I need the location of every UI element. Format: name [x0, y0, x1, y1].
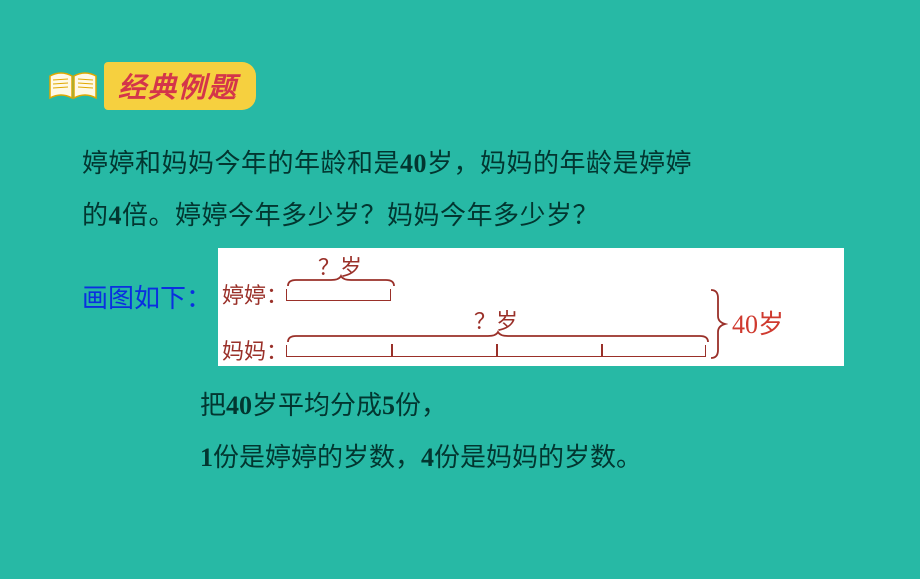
value-sum-age: 40	[400, 149, 427, 178]
text-fragment: 岁平均分成	[252, 391, 382, 420]
tape-diagram: 婷婷： ？岁 妈妈： ？岁 40岁	[218, 248, 844, 366]
diagram-total-label: 40岁	[732, 304, 784, 341]
value-multiple: 4	[109, 201, 123, 230]
text-fragment: 的	[82, 201, 109, 230]
problem-line1: 婷婷和妈妈今年的年龄和是40岁，妈妈的年龄是婷婷	[82, 149, 692, 178]
value-mama-parts: 4	[421, 443, 434, 472]
value-total: 40	[226, 391, 252, 420]
problem-statement: 婷婷和妈妈今年的年龄和是40岁，妈妈的年龄是婷婷 的4倍。婷婷今年多少岁？妈妈今…	[82, 138, 840, 242]
text-fragment: 倍。婷婷今年多少岁？妈妈今年多少岁？	[122, 201, 599, 230]
section-title-badge: 经典例题	[104, 62, 256, 110]
text-fragment: 婷婷和妈妈今年的年龄和是	[82, 149, 400, 178]
diagram-bar-mama	[286, 345, 706, 357]
text-fragment: 份是妈妈的岁数。	[434, 443, 642, 472]
problem-line2: 的4倍。婷婷今年多少岁？妈妈今年多少岁？	[82, 201, 599, 230]
text-fragment: 岁，妈妈的年龄是婷婷	[427, 149, 692, 178]
value-tingting-parts: 1	[200, 443, 213, 472]
diagram-person2-label: 妈妈：	[222, 334, 288, 366]
text-fragment: 份是婷婷的岁数，	[213, 443, 421, 472]
explanation-text: 把40岁平均分成5份， 1份是婷婷的岁数，4份是妈妈的岁数。	[200, 380, 920, 484]
value-parts: 5	[382, 391, 395, 420]
open-book-icon	[48, 70, 98, 102]
draw-label: 画图如下：	[82, 278, 212, 315]
explain-line2: 1份是婷婷的岁数，4份是妈妈的岁数。	[200, 443, 642, 472]
explain-line1: 把40岁平均分成5份，	[200, 391, 447, 420]
text-fragment: 把	[200, 391, 226, 420]
text-fragment: 份，	[395, 391, 447, 420]
diagram-bar-tingting	[286, 289, 391, 301]
diagram-person1-label: 婷婷：	[222, 278, 288, 310]
